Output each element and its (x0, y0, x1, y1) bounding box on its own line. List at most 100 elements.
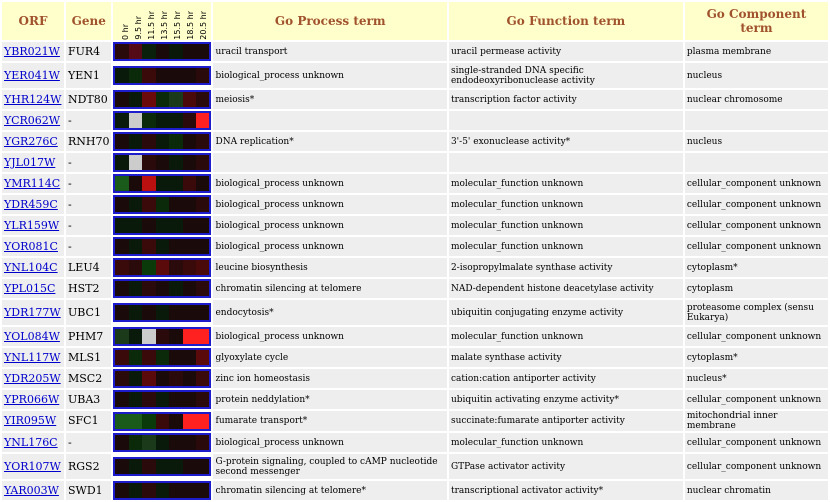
function-term-cell: molecular_function unknown (448, 216, 683, 235)
expression-cell (113, 111, 212, 130)
expression-heatmap[interactable] (113, 279, 212, 298)
component-term-cell: cellular_component unknown (684, 195, 828, 214)
function-term-cell: molecular_function unknown (448, 237, 683, 256)
heatmap-cell (142, 435, 156, 450)
component-term-cell (684, 111, 828, 130)
expression-heatmap[interactable] (113, 348, 212, 367)
expression-cell (113, 237, 212, 256)
heatmap-cell (196, 134, 210, 149)
expression-heatmap[interactable] (113, 132, 212, 151)
heatmap-cell (155, 435, 170, 450)
heatmap-cell (115, 350, 129, 365)
heatmap-cell (169, 413, 183, 429)
expression-heatmap[interactable] (113, 90, 212, 109)
expression-heatmap[interactable] (113, 481, 212, 500)
orf-link[interactable]: YLR159W (4, 218, 60, 232)
heatmap-cell (155, 197, 170, 212)
heatmap-cell (115, 392, 129, 407)
orf-link[interactable]: YOR107W (4, 459, 61, 473)
expression-heatmap[interactable] (113, 369, 212, 388)
gene-cell: SFC1 (65, 411, 112, 431)
expression-heatmap[interactable] (113, 433, 212, 452)
orf-cell: YCR062W (2, 111, 64, 130)
expression-heatmap[interactable] (113, 174, 212, 193)
timepoints-header: 0 hr 9.5 hr 11.5 hr 13.5 hr 15.5 hr 18.5 hr 20… (113, 2, 212, 40)
gene-cell: - (65, 153, 112, 172)
heatmap-cell (115, 44, 129, 59)
orf-link[interactable]: YBR021W (4, 44, 60, 58)
heatmap-cell (196, 155, 210, 170)
orf-link[interactable]: YDR177W (4, 305, 61, 319)
heatmap-cell (115, 305, 129, 320)
orf-cell: YIR095W (2, 411, 64, 431)
heatmap-cell (169, 329, 183, 344)
heatmap-cell (128, 350, 143, 365)
expression-heatmap[interactable] (113, 390, 212, 409)
expression-heatmap[interactable] (113, 258, 212, 277)
heatmap-cell (155, 176, 170, 191)
table-row: YDR459C - biological_process unknown molecu… (2, 195, 828, 214)
orf-link[interactable]: YOL084W (4, 329, 60, 343)
heatmap-cell (182, 350, 197, 365)
component-term-cell: cytoplasm (684, 279, 828, 298)
heatmap-cell (142, 218, 156, 233)
orf-link[interactable]: YNL176C (4, 435, 58, 449)
orf-link[interactable]: YGR276C (4, 134, 58, 148)
table-row: YOL084W PHM7 biological_process unknown mol… (2, 327, 828, 346)
orf-link[interactable]: YJL017W (4, 155, 56, 169)
expression-cell (113, 390, 212, 409)
expression-cell (113, 433, 212, 452)
expression-heatmap[interactable] (113, 66, 212, 85)
heatmap-cell (169, 113, 183, 128)
expression-heatmap[interactable] (113, 411, 212, 431)
heatmap-cell (169, 371, 183, 386)
orf-link[interactable]: YMR114C (4, 176, 61, 190)
process-term-cell: endocytosis* (213, 300, 447, 325)
expression-heatmap[interactable] (113, 303, 212, 322)
component-term-cell: nucleus* (684, 369, 828, 388)
orf-cell: YOR107W (2, 454, 64, 479)
orf-link[interactable]: YAR003W (4, 483, 59, 497)
heatmap-cell (142, 68, 156, 83)
component-term-cell: cytoplasm* (684, 348, 828, 367)
heatmap-cell (115, 483, 129, 498)
orf-link[interactable]: YER041W (4, 68, 60, 82)
orf-cell: YLR159W (2, 216, 64, 235)
heatmap-cell (155, 483, 170, 498)
component-term-cell: plasma membrane (684, 42, 828, 61)
orf-link[interactable]: YPL015C (4, 281, 56, 295)
orf-link[interactable]: YDR459C (4, 197, 58, 211)
orf-link[interactable]: YNL117W (4, 350, 61, 364)
orf-link[interactable]: YPR066W (4, 392, 60, 406)
heatmap-cell (128, 435, 143, 450)
orf-link[interactable]: YOR081C (4, 239, 58, 253)
gene-cell: MLS1 (65, 348, 112, 367)
expression-heatmap[interactable] (113, 216, 212, 235)
heatmap-cell (115, 281, 129, 296)
process-term-cell: zinc ion homeostasis (213, 369, 447, 388)
table-row: YIR095W SFC1 fumarate transport* succinate:… (2, 411, 828, 431)
expression-heatmap[interactable] (113, 457, 212, 476)
orf-link[interactable]: YDR205W (4, 371, 61, 385)
orf-link[interactable]: YCR062W (4, 113, 61, 127)
heatmap-cell (169, 218, 183, 233)
expression-heatmap[interactable] (113, 42, 212, 61)
heatmap-cell (115, 260, 129, 275)
heatmap-cell (196, 350, 210, 365)
expression-heatmap[interactable] (113, 195, 212, 214)
orf-link[interactable]: YIR095W (4, 414, 57, 427)
heatmap-cell (169, 483, 183, 498)
component-term-cell: nuclear chromatin (684, 481, 828, 500)
timepoint-label: 13.5 hr (160, 11, 170, 40)
expression-heatmap[interactable] (113, 153, 212, 172)
expression-heatmap[interactable] (113, 327, 212, 346)
function-term-cell: NAD-dependent histone deacetylase activi… (448, 279, 683, 298)
expression-heatmap[interactable] (113, 111, 212, 130)
function-term-cell: succinate:fumarate antiporter activity (448, 411, 683, 431)
orf-link[interactable]: YNL104C (4, 260, 58, 274)
expression-heatmap[interactable] (113, 237, 212, 256)
orf-link[interactable]: YHR124W (4, 92, 62, 106)
heatmap-cell (115, 459, 129, 474)
gene-cell: - (65, 216, 112, 235)
process-term-cell: G-protein signaling, coupled to cAMP nuc… (213, 454, 447, 479)
